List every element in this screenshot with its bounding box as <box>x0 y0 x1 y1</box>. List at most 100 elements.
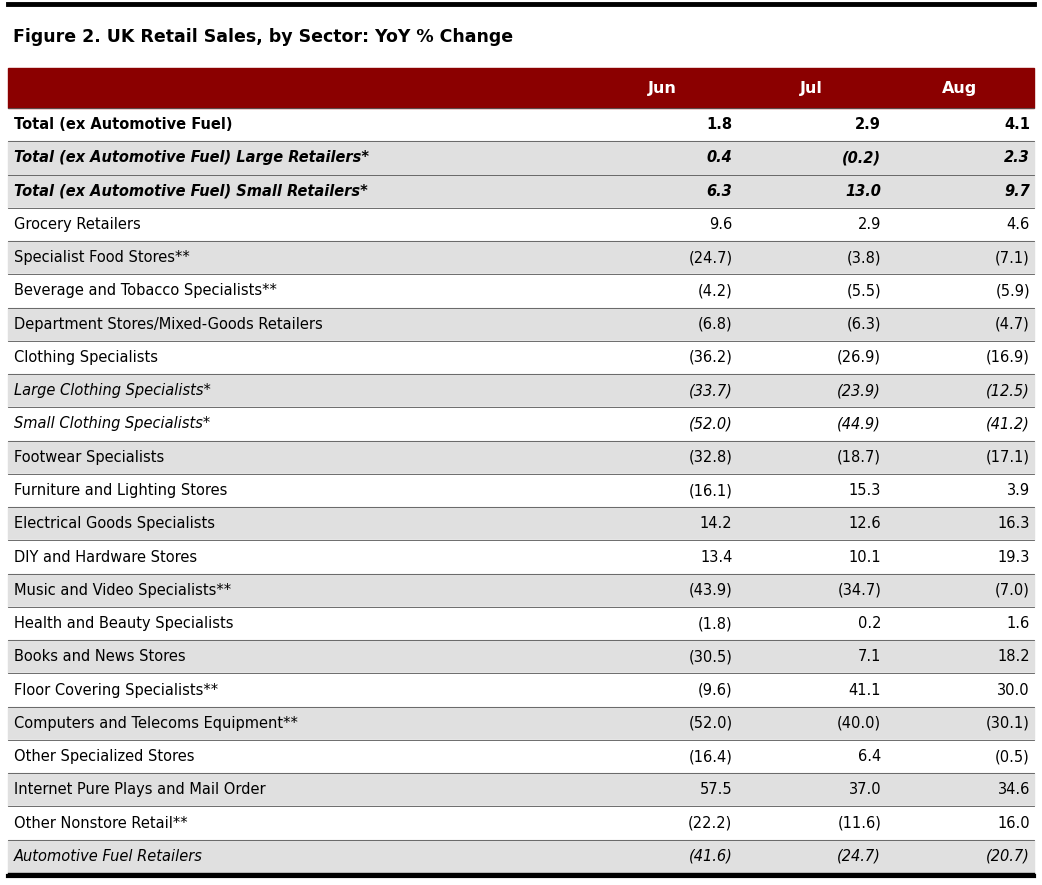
Text: Books and News Stores: Books and News Stores <box>14 650 185 665</box>
Text: (30.1): (30.1) <box>986 716 1029 731</box>
Text: (23.9): (23.9) <box>838 383 882 398</box>
Bar <box>8 541 1034 573</box>
Text: (7.1): (7.1) <box>995 250 1029 266</box>
Bar <box>8 707 1034 740</box>
Text: (43.9): (43.9) <box>689 583 733 597</box>
Text: 37.0: 37.0 <box>848 782 882 797</box>
Text: (16.1): (16.1) <box>689 483 733 498</box>
Text: 34.6: 34.6 <box>997 782 1029 797</box>
Text: (22.2): (22.2) <box>688 816 733 831</box>
Text: (4.7): (4.7) <box>995 317 1029 332</box>
Text: (40.0): (40.0) <box>837 716 882 731</box>
Bar <box>8 174 1034 208</box>
Text: 16.0: 16.0 <box>997 816 1029 831</box>
Text: (16.4): (16.4) <box>689 749 733 764</box>
Bar <box>8 773 1034 806</box>
Text: 2.9: 2.9 <box>855 117 882 132</box>
Text: 13.0: 13.0 <box>845 184 882 198</box>
Bar <box>8 208 1034 241</box>
Text: 14.2: 14.2 <box>700 516 733 531</box>
Bar <box>8 607 1034 640</box>
Text: (26.9): (26.9) <box>837 350 882 365</box>
Text: Automotive Fuel Retailers: Automotive Fuel Retailers <box>14 849 203 864</box>
Text: Total (ex Automotive Fuel) Large Retailers*: Total (ex Automotive Fuel) Large Retaile… <box>14 150 369 165</box>
Text: (33.7): (33.7) <box>689 383 733 398</box>
Text: 3.9: 3.9 <box>1007 483 1029 498</box>
Text: (18.7): (18.7) <box>837 450 882 465</box>
Text: (41.2): (41.2) <box>986 417 1029 432</box>
Text: (32.8): (32.8) <box>689 450 733 465</box>
Bar <box>8 142 1034 174</box>
Bar <box>8 241 1034 274</box>
Text: 30.0: 30.0 <box>997 682 1029 697</box>
Text: 0.2: 0.2 <box>858 616 882 631</box>
Text: Internet Pure Plays and Mail Order: Internet Pure Plays and Mail Order <box>14 782 266 797</box>
Text: (44.9): (44.9) <box>838 417 882 432</box>
Text: Clothing Specialists: Clothing Specialists <box>14 350 158 365</box>
Text: (24.7): (24.7) <box>689 250 733 266</box>
Text: 41.1: 41.1 <box>849 682 882 697</box>
Text: Grocery Retailers: Grocery Retailers <box>14 217 141 232</box>
Text: 6.4: 6.4 <box>858 749 882 764</box>
Bar <box>8 673 1034 707</box>
Bar <box>8 573 1034 607</box>
Text: Footwear Specialists: Footwear Specialists <box>14 450 165 465</box>
Text: Jul: Jul <box>799 81 822 96</box>
Text: DIY and Hardware Stores: DIY and Hardware Stores <box>14 550 197 565</box>
Text: 1.8: 1.8 <box>706 117 733 132</box>
Text: 2.9: 2.9 <box>858 217 882 232</box>
Text: Electrical Goods Specialists: Electrical Goods Specialists <box>14 516 215 531</box>
Text: (34.7): (34.7) <box>838 583 882 597</box>
Text: Small Clothing Specialists*: Small Clothing Specialists* <box>14 417 210 432</box>
Text: (41.6): (41.6) <box>689 849 733 864</box>
Text: (0.2): (0.2) <box>842 150 882 165</box>
Bar <box>8 640 1034 673</box>
Text: (6.8): (6.8) <box>698 317 733 332</box>
Text: Aug: Aug <box>942 81 977 96</box>
Bar <box>8 308 1034 341</box>
Bar <box>8 274 1034 308</box>
Text: 18.2: 18.2 <box>997 650 1029 665</box>
Bar <box>8 374 1034 407</box>
Bar <box>8 473 1034 507</box>
Text: (20.7): (20.7) <box>986 849 1029 864</box>
Text: 13.4: 13.4 <box>700 550 733 565</box>
Text: (11.6): (11.6) <box>838 816 882 831</box>
Text: 4.6: 4.6 <box>1007 217 1029 232</box>
Text: Large Clothing Specialists*: Large Clothing Specialists* <box>14 383 210 398</box>
Text: (5.9): (5.9) <box>995 283 1029 298</box>
Text: Health and Beauty Specialists: Health and Beauty Specialists <box>14 616 233 631</box>
Text: (0.5): (0.5) <box>995 749 1029 764</box>
Text: 0.4: 0.4 <box>706 150 733 165</box>
Text: Computers and Telecoms Equipment**: Computers and Telecoms Equipment** <box>14 716 298 731</box>
Text: (30.5): (30.5) <box>689 650 733 665</box>
Text: 10.1: 10.1 <box>848 550 882 565</box>
Bar <box>8 806 1034 840</box>
Text: (52.0): (52.0) <box>689 716 733 731</box>
Text: (1.8): (1.8) <box>698 616 733 631</box>
Text: Total (ex Automotive Fuel) Small Retailers*: Total (ex Automotive Fuel) Small Retaile… <box>14 184 368 198</box>
Bar <box>8 341 1034 374</box>
Bar <box>8 68 1034 108</box>
Text: Floor Covering Specialists**: Floor Covering Specialists** <box>14 682 218 697</box>
Text: (7.0): (7.0) <box>995 583 1029 597</box>
Text: (36.2): (36.2) <box>689 350 733 365</box>
Text: (5.5): (5.5) <box>846 283 882 298</box>
Text: (12.5): (12.5) <box>986 383 1029 398</box>
Text: Total (ex Automotive Fuel): Total (ex Automotive Fuel) <box>14 117 232 132</box>
Text: (3.8): (3.8) <box>847 250 882 266</box>
Text: 2.3: 2.3 <box>1004 150 1029 165</box>
Text: (9.6): (9.6) <box>698 682 733 697</box>
Text: Jun: Jun <box>648 81 676 96</box>
Text: 15.3: 15.3 <box>849 483 882 498</box>
Text: (16.9): (16.9) <box>986 350 1029 365</box>
Text: 57.5: 57.5 <box>700 782 733 797</box>
Text: 19.3: 19.3 <box>997 550 1029 565</box>
Text: 16.3: 16.3 <box>997 516 1029 531</box>
Bar <box>8 441 1034 473</box>
Bar <box>8 407 1034 441</box>
Text: Beverage and Tobacco Specialists**: Beverage and Tobacco Specialists** <box>14 283 277 298</box>
Text: (6.3): (6.3) <box>847 317 882 332</box>
Text: (52.0): (52.0) <box>689 417 733 432</box>
Text: (24.7): (24.7) <box>838 849 882 864</box>
